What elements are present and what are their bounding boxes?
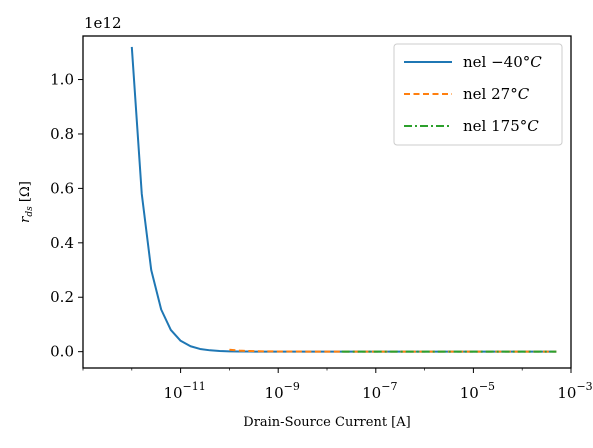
y-offset-text: 1e12 bbox=[84, 14, 122, 32]
y-tick-label: 0.8 bbox=[50, 125, 74, 143]
y-tick-label: 0.0 bbox=[50, 343, 74, 361]
legend-label-3: nel 175°C bbox=[463, 117, 539, 135]
y-axis: 0.0 0.2 0.4 0.6 0.8 1.0 bbox=[50, 71, 83, 361]
x-tick-label: 10−9 bbox=[265, 380, 300, 402]
y-axis-label-subscript: ds bbox=[25, 206, 35, 217]
y-axis-label: rds [Ω] bbox=[18, 181, 35, 223]
x-axis: 10−11 10−9 10−7 10−5 10−3 bbox=[83, 368, 593, 402]
y-axis-label-unit-text: [Ω] bbox=[18, 181, 33, 202]
legend-label-1: nel −40°C bbox=[463, 53, 542, 71]
y-tick-label: 0.2 bbox=[50, 288, 74, 306]
y-tick-label: 1.0 bbox=[50, 71, 74, 89]
x-axis-label: Drain-Source Current [A] bbox=[243, 415, 410, 430]
x-tick-label: 10−7 bbox=[362, 380, 397, 402]
x-tick-label: 10−3 bbox=[557, 380, 592, 402]
x-tick-label: 10−5 bbox=[460, 380, 495, 402]
y-tick-label: 0.6 bbox=[50, 179, 74, 197]
y-tick-label: 0.4 bbox=[50, 234, 74, 252]
x-tick-label: 10−11 bbox=[163, 380, 205, 402]
legend-label-2: nel 27°C bbox=[463, 85, 530, 103]
legend: nel −40°C nel 27°C nel 175°C bbox=[394, 44, 562, 145]
